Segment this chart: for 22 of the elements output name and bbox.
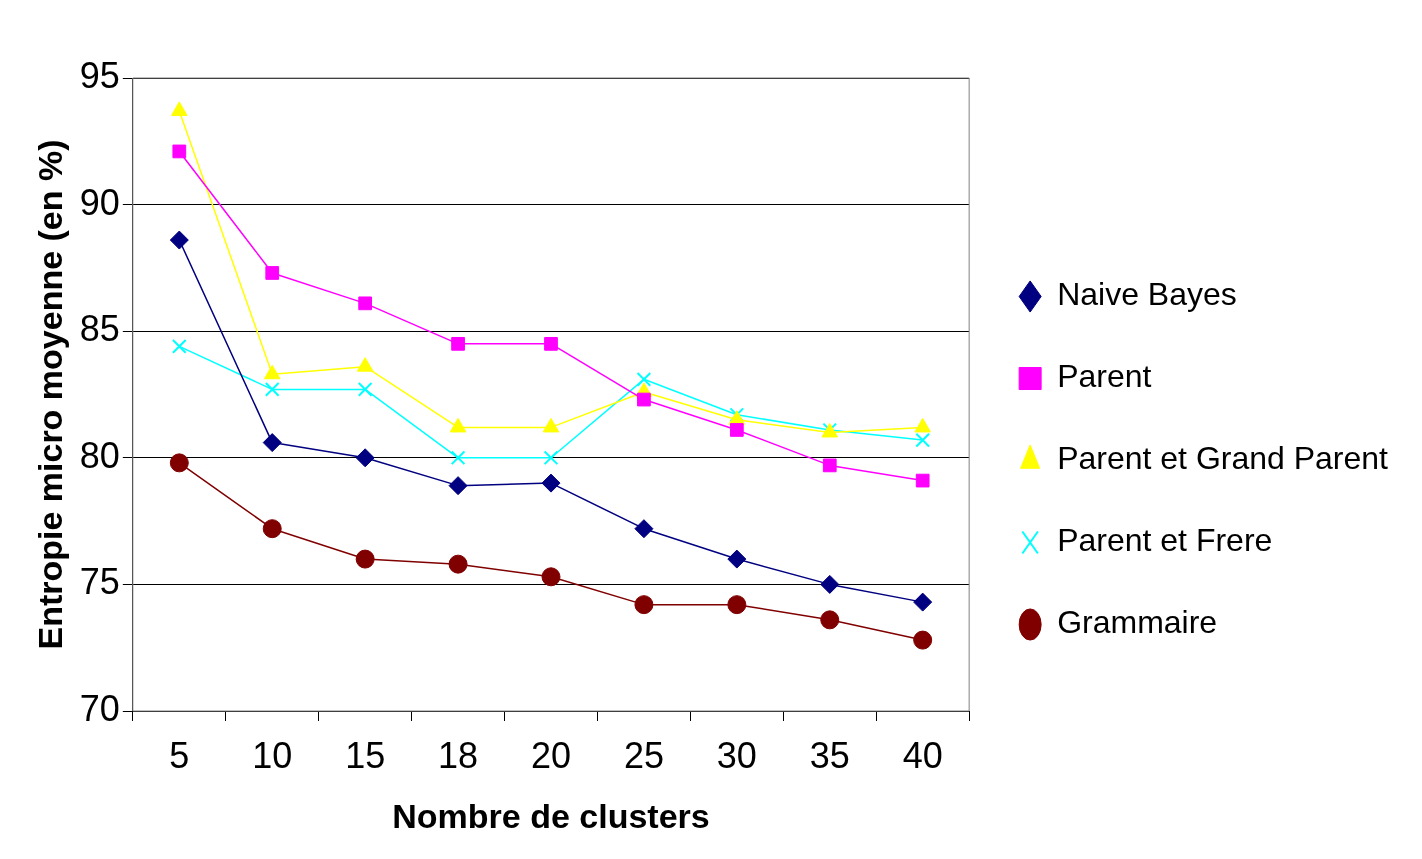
x-tick-label: 18 <box>438 734 479 776</box>
y-tick-label: 75 <box>79 561 120 603</box>
legend-label: Naive Bayes <box>1057 276 1237 313</box>
y-axis-title: Entropie micro moyenne (en %) <box>30 139 69 650</box>
x-tick-label: 5 <box>169 734 190 776</box>
y-tick-label: 90 <box>79 181 120 223</box>
legend-label: Parent et Frere <box>1057 522 1273 559</box>
x-axis-title: Nombre de clusters <box>392 796 710 835</box>
legend-label: Grammaire <box>1057 604 1218 641</box>
x-tick-label: 25 <box>623 734 664 776</box>
legend-label: Parent <box>1057 358 1152 395</box>
y-tick-label: 95 <box>79 54 120 96</box>
x-tick-label: 15 <box>345 734 386 776</box>
x-tick-label: 10 <box>252 734 293 776</box>
x-tick-label: 30 <box>716 734 757 776</box>
y-tick-label: 70 <box>79 687 120 729</box>
legend-label: Parent et Grand Parent <box>1057 440 1389 477</box>
x-tick-label: 40 <box>902 734 943 776</box>
y-tick-label: 80 <box>79 434 120 476</box>
x-tick-label: 20 <box>530 734 572 776</box>
x-tick-label: 35 <box>809 734 850 776</box>
y-tick-label: 85 <box>79 308 120 350</box>
